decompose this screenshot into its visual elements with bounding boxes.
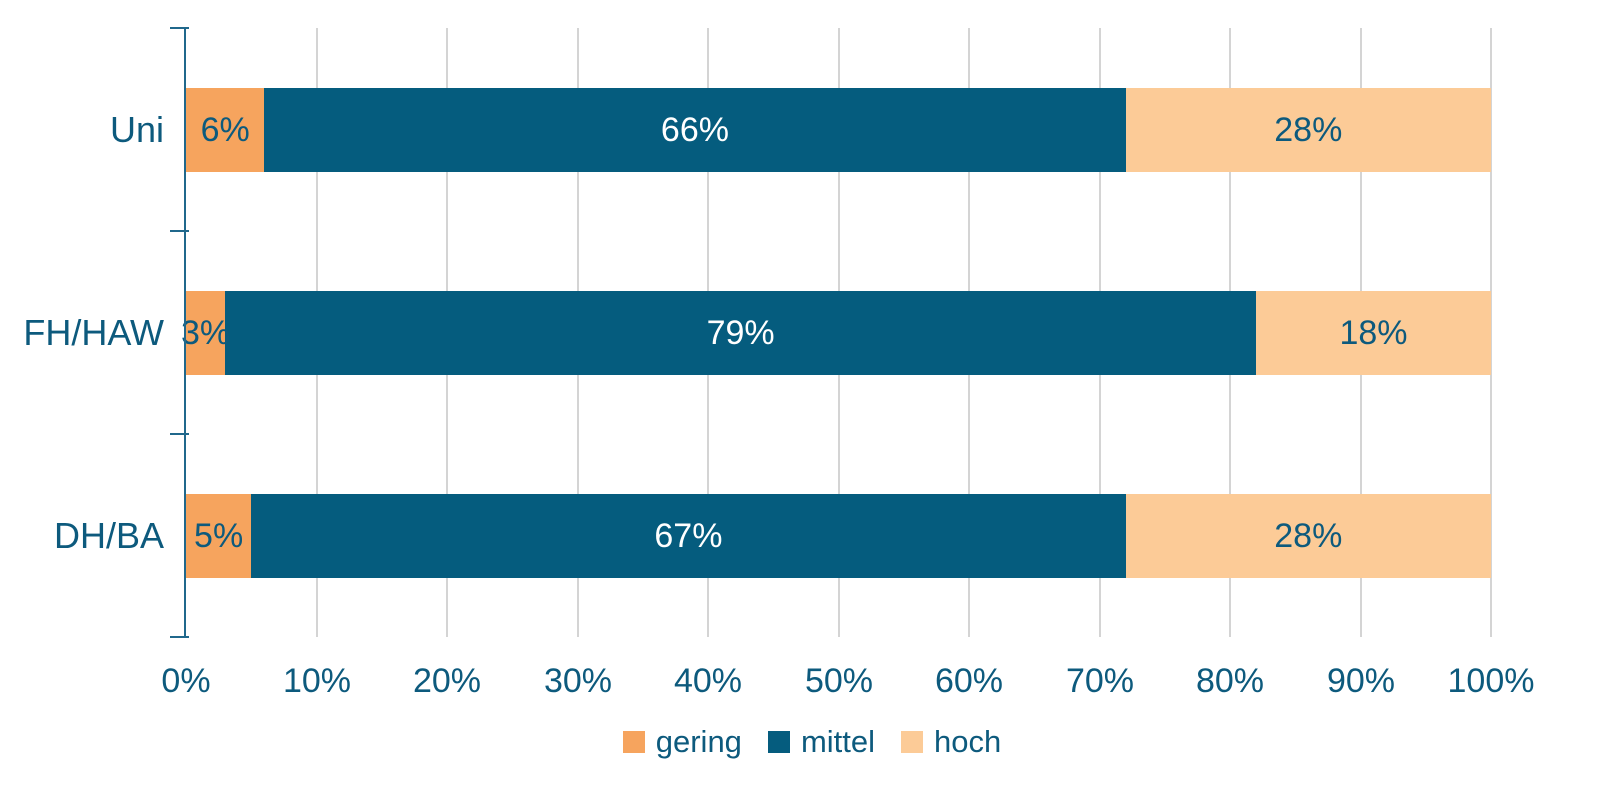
axis-tick xyxy=(170,27,189,29)
legend-item-hoch: hoch xyxy=(901,726,1001,757)
gridline xyxy=(1490,28,1492,637)
axis-tick xyxy=(170,230,189,232)
bar-segment-gering: 3% xyxy=(181,291,230,375)
category-label: DH/BA xyxy=(53,514,164,556)
bar-segment-hoch: 28% xyxy=(1125,494,1491,578)
bar-row: 5% 67% 28% xyxy=(186,494,1491,578)
bar-segment-hoch: 28% xyxy=(1125,88,1491,172)
x-axis-tick-label: 50% xyxy=(804,662,874,700)
axis-tick xyxy=(170,433,189,435)
legend-label: hoch xyxy=(934,724,1002,759)
legend-swatch-icon xyxy=(901,730,924,753)
category-label: Uni xyxy=(109,108,164,150)
bar-segment-label: 79% xyxy=(706,314,775,352)
bar-segment-gering: 5% xyxy=(186,494,252,578)
bar-segment-label: 3% xyxy=(181,314,231,352)
bar-row: 3% 79% 18% xyxy=(181,291,1491,375)
x-axis-tick-label: 80% xyxy=(1195,662,1265,700)
x-axis-tick-label: 100% xyxy=(1447,662,1535,700)
x-axis-tick-label: 60% xyxy=(934,662,1004,700)
x-axis-tick-label: 70% xyxy=(1065,662,1135,700)
bar-segment-mittel: 67% xyxy=(251,494,1126,578)
x-axis-tick-label: 40% xyxy=(673,662,743,700)
legend-item-gering: gering xyxy=(622,724,742,759)
bar-segment-label: 66% xyxy=(660,111,729,149)
y-axis-line xyxy=(184,28,186,637)
bar-segment-label: 5% xyxy=(194,517,244,555)
bar-segment-label: 67% xyxy=(654,517,723,555)
category-label: FH/HAW xyxy=(23,311,164,353)
x-axis-tick-label: 0% xyxy=(161,662,211,700)
x-axis-tick-label: 20% xyxy=(412,662,482,700)
bar-segment-label: 6% xyxy=(200,111,250,149)
legend-swatch-icon xyxy=(767,730,790,753)
bar-segment-mittel: 79% xyxy=(225,291,1257,375)
bar-segment-gering: 6% xyxy=(186,88,265,172)
bar-segment-label: 28% xyxy=(1274,111,1343,149)
plot-area: 6% 66% 28% 3% 79% 18% 5% 67% 28% xyxy=(170,27,1492,638)
bar-segment-hoch: 18% xyxy=(1256,291,1491,375)
bar-segment-mittel: 66% xyxy=(264,88,1126,172)
bar-segment-label: 18% xyxy=(1339,314,1408,352)
axis-tick xyxy=(170,636,189,638)
legend-label: mittel xyxy=(800,724,876,759)
bar-segment-label: 28% xyxy=(1274,517,1343,555)
legend-item-mittel: mittel xyxy=(767,724,876,759)
x-axis-tick-label: 90% xyxy=(1326,662,1396,700)
legend: gering mittel hoch xyxy=(0,726,1624,757)
bar-row: 6% 66% 28% xyxy=(186,88,1491,172)
x-axis-tick-label: 30% xyxy=(543,662,613,700)
x-axis-tick-label: 10% xyxy=(282,662,352,700)
legend-label: gering xyxy=(655,724,742,759)
legend-swatch-icon xyxy=(622,730,645,753)
